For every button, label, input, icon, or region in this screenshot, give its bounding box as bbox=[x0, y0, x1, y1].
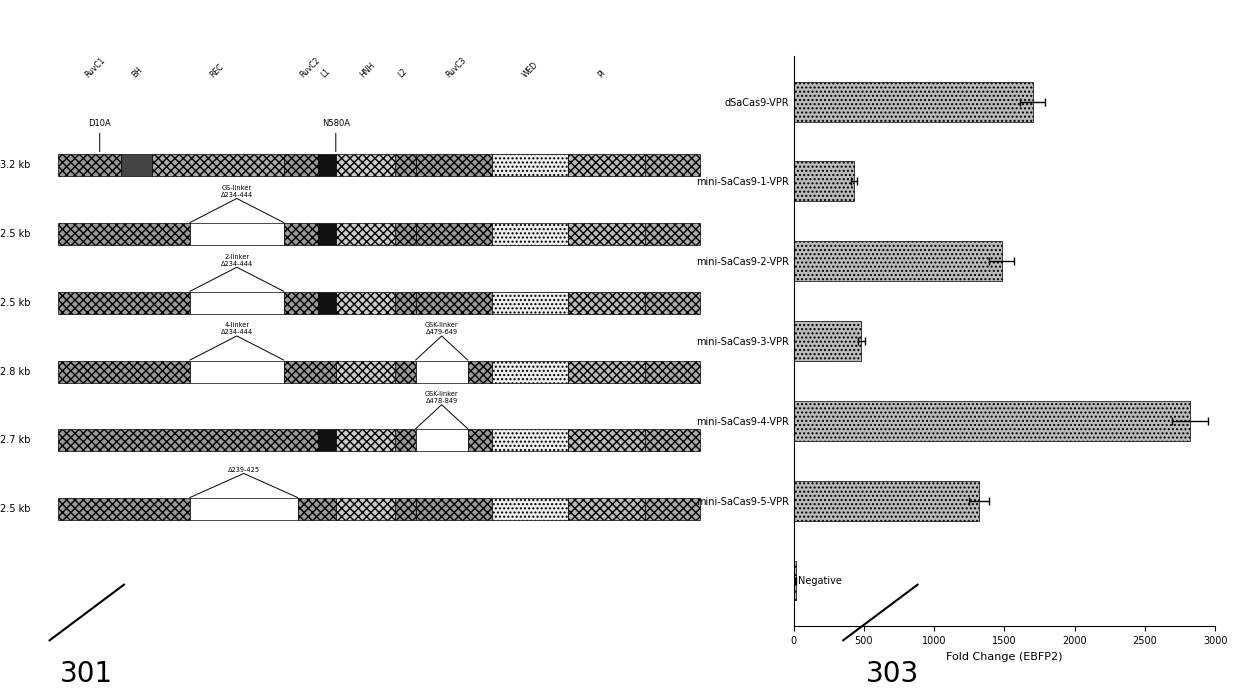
Bar bbox=[58, 498, 190, 520]
Text: GSK-linker
Δ478-849: GSK-linker Δ478-849 bbox=[425, 391, 459, 404]
Bar bbox=[492, 361, 568, 383]
Bar bbox=[319, 292, 336, 314]
Text: 2.5 kb: 2.5 kb bbox=[0, 504, 30, 514]
Bar bbox=[394, 361, 415, 383]
Bar bbox=[336, 429, 394, 452]
Text: L2: L2 bbox=[397, 67, 409, 79]
Bar bbox=[645, 361, 701, 383]
Bar bbox=[568, 361, 645, 383]
Bar bbox=[794, 161, 854, 201]
Bar bbox=[190, 361, 284, 383]
Bar bbox=[151, 155, 284, 177]
Text: 2-linker
Δ234-444: 2-linker Δ234-444 bbox=[221, 253, 253, 267]
Bar bbox=[645, 429, 701, 452]
Bar bbox=[645, 292, 701, 314]
Text: 301: 301 bbox=[61, 660, 113, 688]
Bar bbox=[794, 481, 980, 521]
Bar bbox=[794, 560, 796, 601]
Bar bbox=[794, 81, 1033, 122]
Bar bbox=[568, 429, 645, 452]
Bar bbox=[794, 321, 861, 361]
Text: 303: 303 bbox=[867, 660, 919, 688]
Bar bbox=[284, 223, 319, 245]
Bar bbox=[492, 292, 568, 314]
Bar bbox=[58, 429, 319, 452]
Text: L1: L1 bbox=[319, 67, 332, 79]
Text: GSK-linker
Δ479-649: GSK-linker Δ479-649 bbox=[425, 322, 459, 335]
Bar bbox=[336, 155, 394, 177]
Bar bbox=[492, 498, 568, 520]
Bar bbox=[394, 223, 415, 245]
Bar bbox=[336, 361, 394, 383]
Text: 2.5 kb: 2.5 kb bbox=[0, 298, 30, 308]
Text: Δ239-425: Δ239-425 bbox=[228, 467, 260, 473]
Bar bbox=[492, 155, 568, 177]
Bar bbox=[319, 223, 336, 245]
Bar bbox=[58, 155, 120, 177]
Bar bbox=[58, 361, 190, 383]
Text: HNH: HNH bbox=[358, 61, 377, 79]
Bar bbox=[415, 155, 492, 177]
Bar bbox=[336, 498, 394, 520]
Bar bbox=[415, 292, 492, 314]
Bar bbox=[415, 361, 467, 383]
Text: BH: BH bbox=[130, 65, 144, 79]
Bar bbox=[284, 292, 319, 314]
Bar bbox=[394, 429, 415, 452]
Bar bbox=[794, 401, 1190, 441]
Bar bbox=[394, 292, 415, 314]
Bar bbox=[645, 223, 701, 245]
Bar bbox=[120, 155, 151, 177]
Bar bbox=[467, 361, 492, 383]
Bar bbox=[645, 155, 701, 177]
Text: 3.2 kb: 3.2 kb bbox=[0, 161, 30, 171]
Bar bbox=[645, 498, 701, 520]
Bar bbox=[190, 498, 298, 520]
Bar bbox=[415, 223, 492, 245]
X-axis label: Fold Change (EBFP2): Fold Change (EBFP2) bbox=[946, 651, 1063, 662]
Bar bbox=[394, 155, 415, 177]
Bar bbox=[58, 223, 190, 245]
Text: REC: REC bbox=[208, 63, 226, 79]
Text: 2.5 kb: 2.5 kb bbox=[0, 229, 30, 239]
Bar bbox=[284, 155, 319, 177]
Bar bbox=[284, 361, 336, 383]
Text: 4-linker
Δ234-444: 4-linker Δ234-444 bbox=[221, 322, 253, 335]
Bar bbox=[568, 498, 645, 520]
Bar bbox=[415, 498, 492, 520]
Bar bbox=[58, 292, 190, 314]
Text: D10A: D10A bbox=[88, 119, 112, 152]
Bar bbox=[415, 429, 467, 452]
Bar bbox=[568, 155, 645, 177]
Bar bbox=[336, 223, 394, 245]
Text: RuvC2: RuvC2 bbox=[298, 56, 321, 79]
Text: WED: WED bbox=[521, 61, 539, 79]
Bar bbox=[394, 498, 415, 520]
Bar bbox=[568, 292, 645, 314]
Text: N580A: N580A bbox=[322, 119, 350, 152]
Text: RuvC3: RuvC3 bbox=[444, 56, 467, 79]
Text: GS-linker
Δ234-444: GS-linker Δ234-444 bbox=[221, 185, 253, 198]
Bar bbox=[298, 498, 336, 520]
Text: PI: PI bbox=[596, 68, 608, 79]
Bar bbox=[190, 223, 284, 245]
Bar bbox=[467, 429, 492, 452]
Text: Negative: Negative bbox=[797, 576, 842, 585]
Bar bbox=[319, 155, 336, 177]
Text: 2.7 kb: 2.7 kb bbox=[0, 436, 30, 445]
Bar bbox=[336, 292, 394, 314]
Bar bbox=[190, 292, 284, 314]
Bar bbox=[319, 429, 336, 452]
Bar bbox=[568, 223, 645, 245]
Bar bbox=[492, 223, 568, 245]
Text: RuvC1: RuvC1 bbox=[83, 56, 107, 79]
Bar bbox=[794, 242, 1002, 281]
Bar bbox=[492, 429, 568, 452]
Text: 2.8 kb: 2.8 kb bbox=[0, 367, 30, 377]
